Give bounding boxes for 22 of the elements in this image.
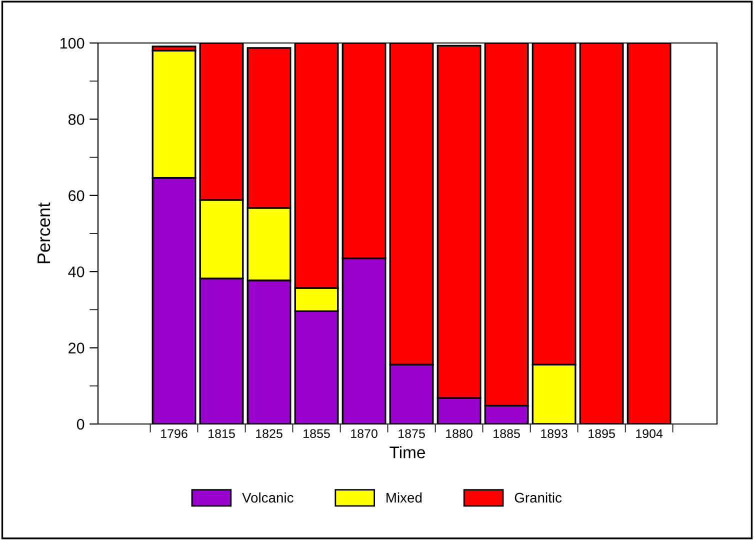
x-tick-label: 1815 [208, 429, 235, 438]
y-axis-title: Percent [38, 202, 50, 264]
x-tick-label: 1893 [541, 429, 568, 438]
y-tick-label: 20 [68, 342, 84, 354]
x-tick-label: 1880 [446, 429, 472, 438]
x-tick-label: 1895 [588, 429, 615, 438]
y-tick-label: 60 [68, 190, 84, 202]
legend-label: Volcanic [242, 492, 294, 503]
x-tick-label: 1796 [161, 429, 188, 438]
y-tick-label: 80 [68, 114, 84, 125]
x-tick-label: 1875 [398, 429, 425, 438]
x-tick-label: 1825 [256, 429, 282, 438]
x-axis-title: Time [390, 446, 425, 458]
legend-label: Mixed [386, 492, 422, 503]
y-tick-label: 0 [76, 418, 84, 430]
x-tick-label: 1855 [304, 429, 330, 438]
y-tick-label: 100 [60, 38, 84, 49]
x-tick-label: 1870 [351, 429, 378, 438]
legend-label: Granitic [514, 492, 562, 503]
x-tick-label: 1885 [494, 429, 520, 438]
x-tick-label: 1904 [636, 429, 663, 438]
y-tick-label: 40 [68, 266, 84, 278]
